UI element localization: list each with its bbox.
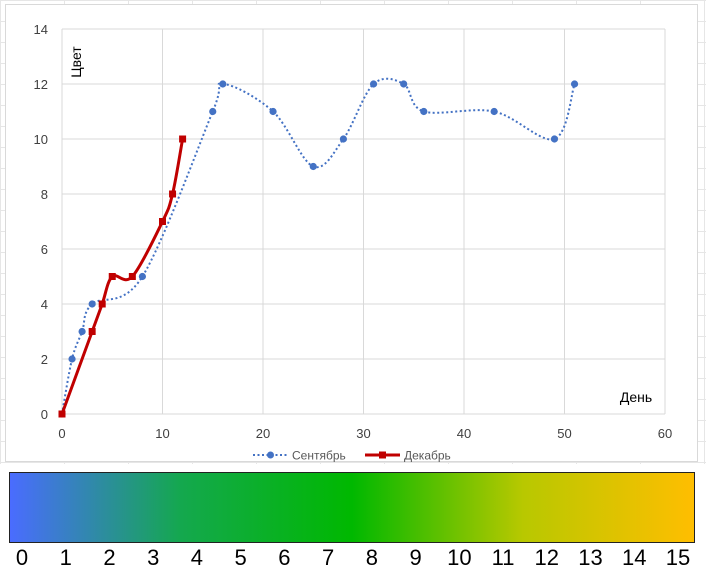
- data-point-september[interactable]: [88, 300, 96, 308]
- color-scale-label: 11: [491, 545, 515, 570]
- x-tick-label: 20: [256, 426, 270, 441]
- color-scale-label: 10: [447, 545, 472, 570]
- data-point-september[interactable]: [570, 80, 579, 88]
- y-tick-label: 0: [41, 407, 48, 422]
- x-tick-label: 60: [658, 426, 672, 441]
- color-scale-label: 5: [234, 545, 247, 570]
- data-point-december[interactable]: [58, 410, 66, 418]
- vertical-gridlines: [61, 29, 666, 414]
- data-point-september[interactable]: [68, 355, 76, 363]
- y-tick-label: 10: [34, 132, 48, 147]
- color-scale-bar: [9, 472, 695, 543]
- data-point-september[interactable]: [490, 107, 498, 116]
- chart-legend[interactable]: Сентябрь Декабрь: [253, 449, 451, 463]
- color-scale-label: 0: [15, 545, 29, 570]
- data-point-september[interactable]: [309, 162, 317, 171]
- data-point-december[interactable]: [169, 190, 177, 198]
- data-point-september[interactable]: [138, 272, 146, 281]
- data-point-december[interactable]: [108, 273, 116, 280]
- data-point-december[interactable]: [88, 328, 96, 335]
- y-tick-label: 6: [41, 242, 48, 257]
- line-chart: 0 10 20 30 40 50 60 0 2 4 6 8 10 12 14 Цвет День Сент…: [34, 22, 673, 463]
- y-tick-label: 2: [41, 352, 48, 367]
- y-axis-ticks: 0 2 4 6 8 10 12 14: [34, 22, 48, 422]
- color-scale-label: 1: [59, 545, 72, 570]
- chart-area[interactable]: [5, 4, 698, 462]
- data-point-september[interactable]: [400, 80, 408, 88]
- x-tick-label: 10: [155, 426, 169, 441]
- y-tick-label: 12: [34, 77, 48, 92]
- data-point-september[interactable]: [269, 107, 277, 116]
- series-line-december[interactable]: [60, 138, 185, 415]
- legend-marker-september: [267, 451, 274, 459]
- data-point-december[interactable]: [98, 300, 106, 308]
- y-tick-label: 8: [41, 187, 48, 202]
- x-tick-label: 40: [457, 426, 471, 441]
- y-tick-label: 14: [34, 22, 48, 37]
- x-tick-label: 50: [557, 426, 571, 441]
- legend-label-december: Декабрь: [404, 449, 451, 463]
- x-axis-title: День: [620, 389, 652, 405]
- data-point-december[interactable]: [128, 273, 136, 280]
- data-point-december[interactable]: [179, 135, 187, 143]
- y-axis-title: Цвет: [68, 46, 84, 78]
- color-scale-label: 6: [278, 545, 291, 570]
- color-scale-labels: 0 1 2 3 4 5 6 7 8 9 10 11 12 13 14 15: [0, 543, 706, 574]
- x-tick-label: 0: [58, 426, 65, 441]
- color-scale-label: 3: [147, 545, 160, 570]
- y-tick-label: 4: [41, 297, 48, 312]
- data-point-december[interactable]: [159, 218, 166, 225]
- x-axis-ticks: 0 10 20 30 40 50 60: [58, 426, 672, 441]
- horizontal-gridlines: [62, 28, 665, 415]
- color-scale-label: 8: [365, 545, 378, 570]
- color-scale-label: 13: [578, 545, 603, 570]
- data-point-september[interactable]: [209, 107, 217, 116]
- color-scale-label: 14: [622, 545, 647, 570]
- data-point-september[interactable]: [550, 135, 559, 143]
- legend-item-december[interactable]: Декабрь: [365, 449, 451, 463]
- color-scale-label: 15: [665, 545, 691, 570]
- legend-marker-december: [379, 451, 386, 459]
- data-point-september[interactable]: [369, 80, 378, 88]
- legend-item-september[interactable]: Сентябрь: [253, 449, 346, 463]
- color-scale-label: 9: [409, 545, 422, 570]
- series-layer: [58, 77, 579, 418]
- data-point-september[interactable]: [219, 80, 227, 88]
- series-line-september[interactable]: [61, 77, 576, 415]
- legend-label-september: Сентябрь: [292, 449, 346, 463]
- color-scale-label: 7: [322, 545, 335, 570]
- color-scale-label: 12: [534, 545, 560, 570]
- x-tick-label: 30: [356, 426, 370, 441]
- color-scale-label: 4: [190, 545, 204, 570]
- data-point-september[interactable]: [339, 135, 347, 143]
- data-point-september[interactable]: [420, 107, 428, 116]
- color-scale-label: 2: [103, 545, 116, 570]
- data-point-september[interactable]: [78, 327, 86, 336]
